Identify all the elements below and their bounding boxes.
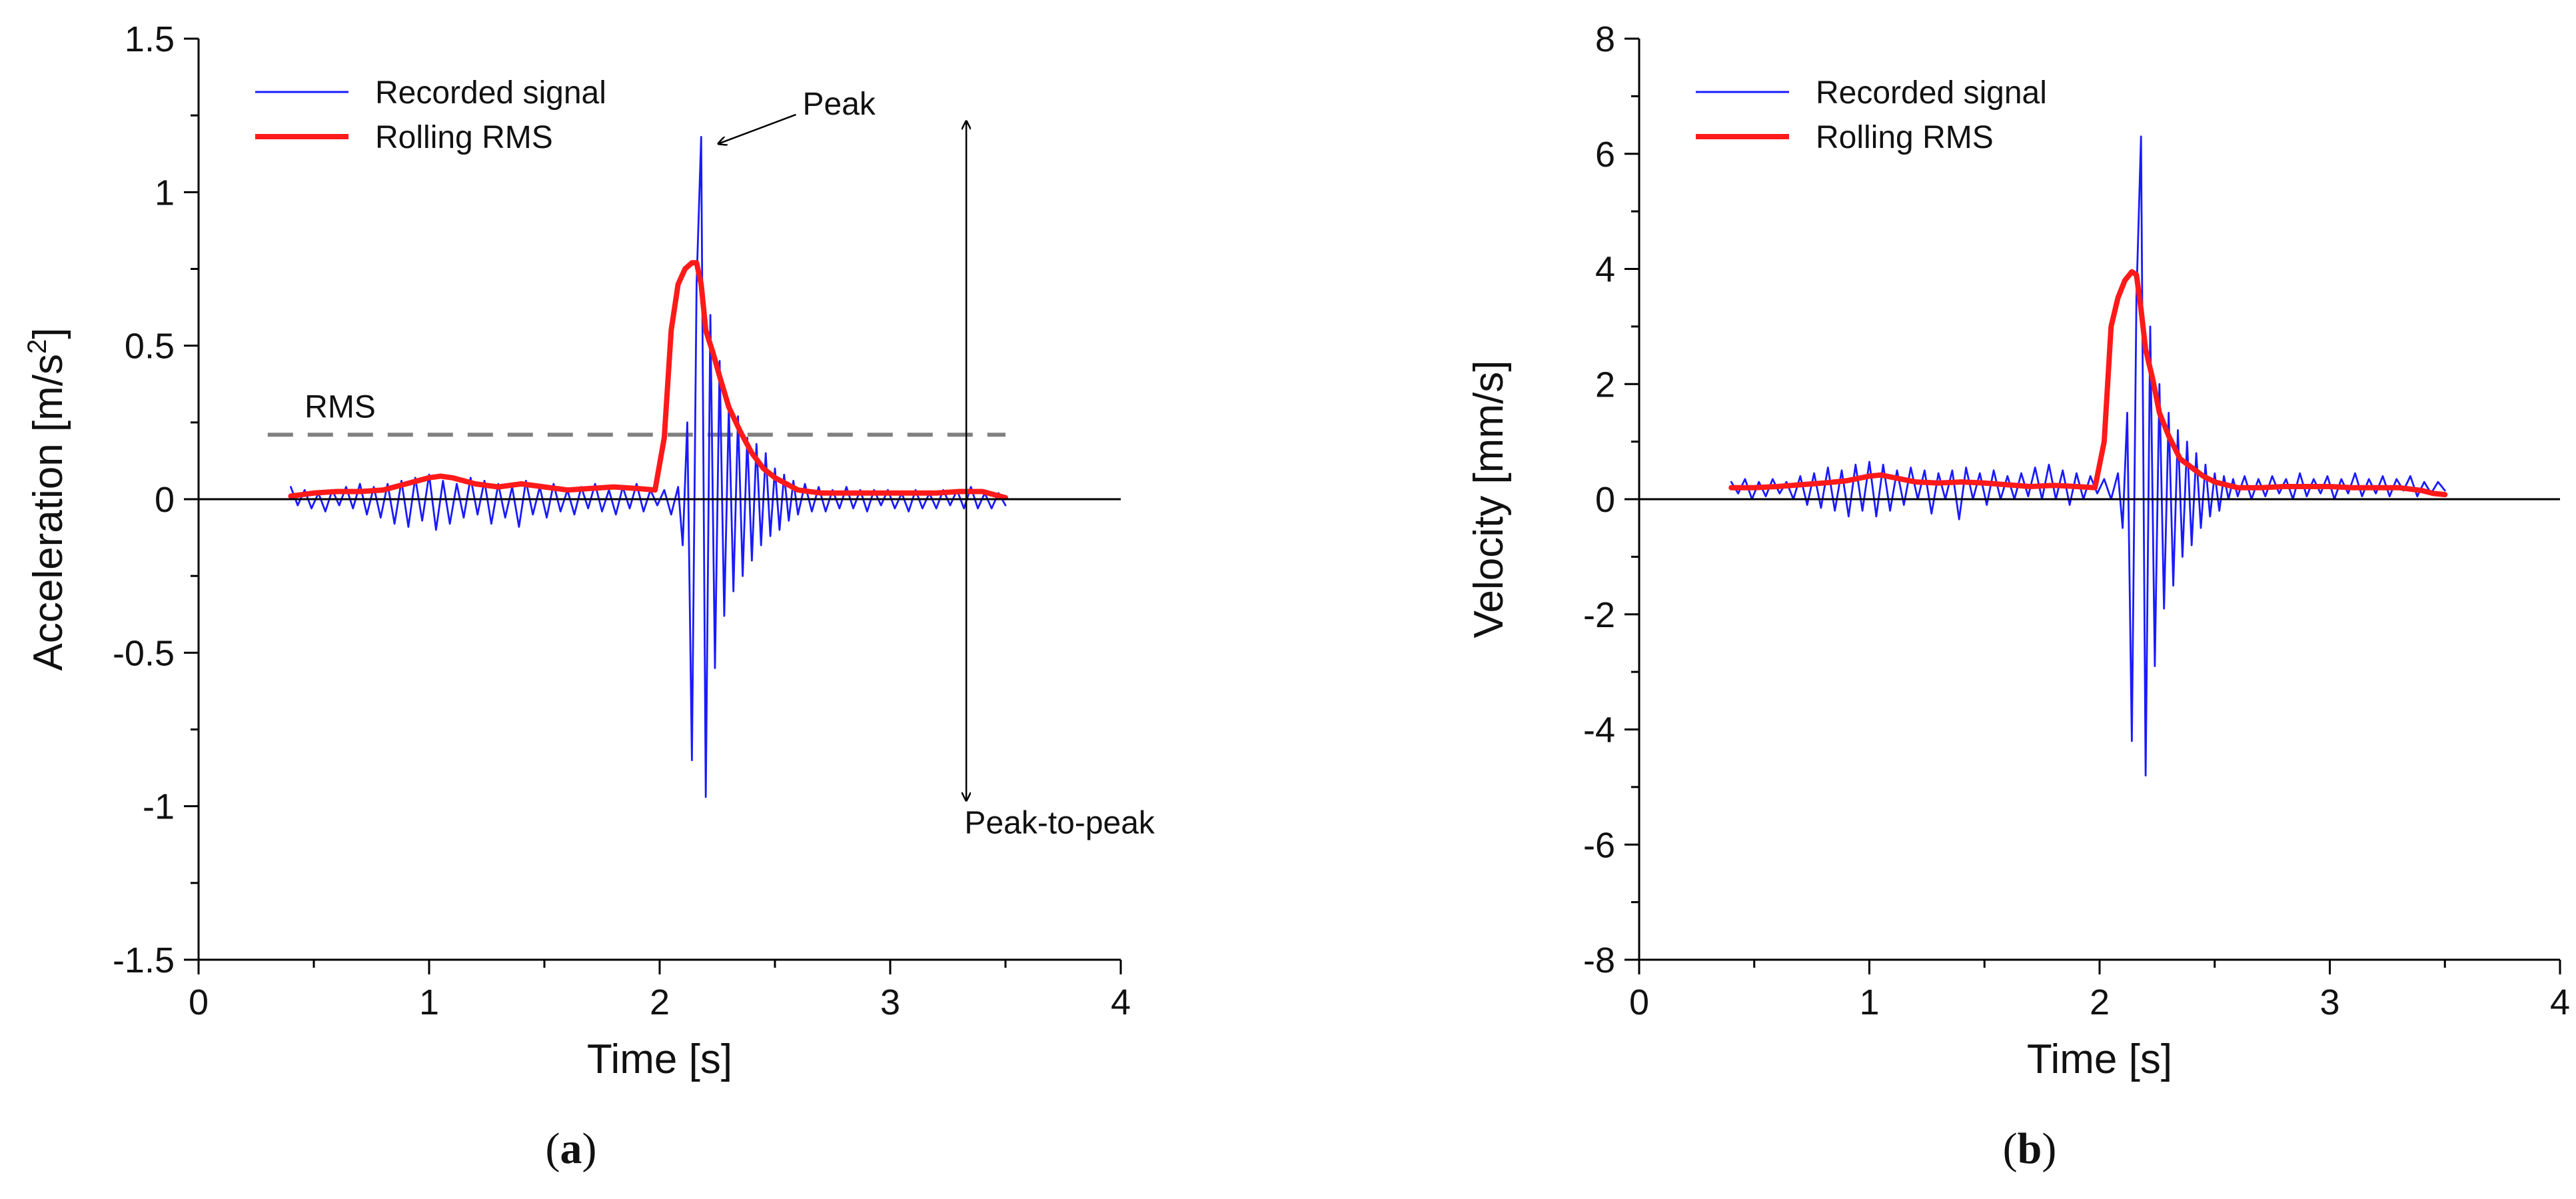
legend-b: Recorded signal Rolling RMS [1696, 75, 2047, 155]
x-tick-label: 4 [1111, 982, 1131, 1022]
y-tick-label: 4 [1595, 250, 1615, 290]
y-tick-label: 1 [155, 173, 175, 213]
series-line-rolling-rms [1728, 269, 2448, 498]
x-tick-label: 2 [650, 982, 670, 1022]
y-tick-label: 2 [1595, 365, 1615, 405]
legend-label-rolling-rms-a: Rolling RMS [375, 120, 553, 155]
caption-a: (a) [546, 1124, 597, 1173]
plot-area-b [1728, 135, 2448, 776]
y-tick-label: -8 [1583, 940, 1615, 980]
x-tick-label: 3 [880, 982, 900, 1022]
x-tick-label: 4 [2550, 982, 2570, 1022]
axes-b: 0 1 2 3 4 -8 -6 -4 -2 0 2 4 6 8 [1583, 19, 2570, 1022]
series-line-recorded-signal [1730, 135, 2446, 776]
annotation-peak-label: Peak [803, 87, 876, 122]
y-tick-label: -6 [1583, 825, 1615, 865]
y-axis-label-b: Velocity [mm/s] [1466, 361, 1512, 638]
y-tick-label: -1 [143, 787, 175, 827]
caption-b: (b) [2003, 1124, 2057, 1173]
legend-a: Recorded signal Rolling RMS [255, 75, 606, 155]
plot-area-a [267, 113, 1008, 800]
x-tick-label: 3 [2319, 982, 2339, 1022]
y-tick-label: -0.5 [113, 633, 175, 673]
legend-label-recorded-signal-a: Recorded signal [375, 75, 606, 111]
x-tick-label: 2 [2090, 982, 2110, 1022]
y-tick-label: 0 [1595, 480, 1615, 520]
axes-a: 0 1 2 3 4 -1.5 -1 -0.5 0 0.5 1 1.5 [113, 19, 1131, 1022]
x-axis-label-a: Time [s] [587, 1036, 732, 1082]
y-tick-label: 8 [1595, 19, 1615, 59]
series-line-rolling-rms [288, 260, 1008, 501]
legend-label-rolling-rms-b: Rolling RMS [1816, 120, 1994, 155]
x-tick-label: 0 [1629, 982, 1649, 1022]
y-tick-label: -2 [1583, 595, 1615, 635]
x-tick-label: 1 [1859, 982, 1879, 1022]
chart-panel-b: 0 1 2 3 4 -8 -6 -4 -2 0 2 4 6 8 Recorded signal Rolli… [1466, 19, 2570, 1173]
y-tick-label: -1.5 [113, 940, 175, 980]
y-axis-label-a: Acceleration [m/s2] [23, 328, 71, 671]
y-tick-label: 1.5 [125, 19, 175, 59]
x-tick-label: 0 [189, 982, 209, 1022]
annotation-rms-label: RMS [305, 389, 376, 425]
x-tick-label: 1 [419, 982, 439, 1022]
legend-label-recorded-signal-b: Recorded signal [1816, 75, 2047, 111]
y-tick-label: 0.5 [125, 327, 175, 367]
chart-panel-a: 0 1 2 3 4 -1.5 -1 -0.5 0 0.5 1 1.5 Recorded signal … [23, 19, 1155, 1173]
y-tick-label: 0 [155, 480, 175, 520]
x-axis-label-b: Time [s] [2027, 1036, 2172, 1082]
y-tick-label: 6 [1595, 135, 1615, 175]
peak-arrow [719, 113, 796, 143]
annotation-peak-to-peak-label: Peak-to-peak [964, 805, 1155, 840]
y-tick-label: -4 [1583, 710, 1615, 750]
series-line-recorded-signal [289, 135, 1007, 798]
